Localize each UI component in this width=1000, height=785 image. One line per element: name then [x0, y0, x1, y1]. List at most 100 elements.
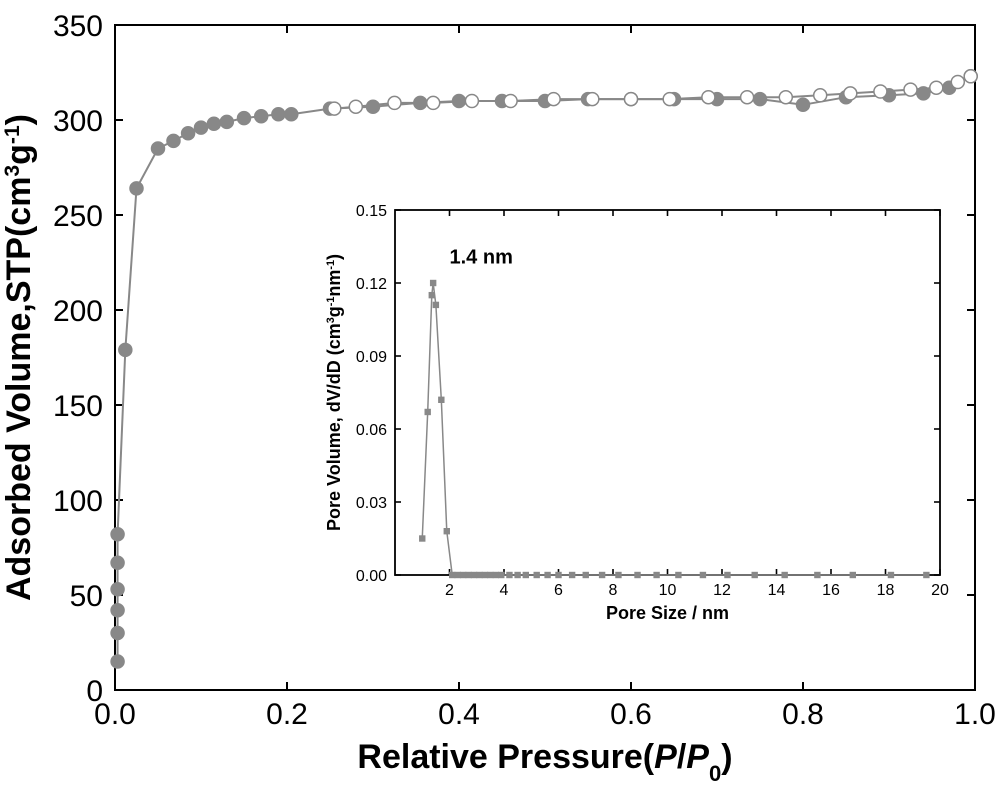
y-tick-label: 250 [53, 200, 103, 233]
x-tick-label: 0.6 [610, 698, 652, 731]
adsorption-point [917, 87, 930, 100]
pore-size-point [523, 572, 529, 578]
pore-size-point [555, 572, 561, 578]
pore-size-point [471, 572, 477, 578]
pore-size-point [506, 572, 512, 578]
pore-size-point [493, 572, 499, 578]
pore-size-point [419, 535, 425, 541]
pore-size-point [675, 572, 681, 578]
adsorption-point [111, 556, 124, 569]
pore-size-point [724, 572, 730, 578]
adsorption-point [453, 95, 466, 108]
pore-size-point [429, 292, 435, 298]
y-tick-label: 0 [86, 675, 103, 708]
adsorption-point [130, 182, 143, 195]
pore-size-point [781, 572, 787, 578]
pore-size-point [454, 572, 460, 578]
inset-x-tick-label: 12 [713, 582, 731, 599]
pore-size-point [752, 572, 758, 578]
pore-size-point [449, 572, 455, 578]
pore-size-point [814, 572, 820, 578]
inset-x-tick-label: 18 [877, 582, 895, 599]
desorption-point [702, 91, 715, 104]
pore-size-point [487, 572, 493, 578]
pore-size-point [476, 572, 482, 578]
pore-size-point [444, 528, 450, 534]
adsorption-point [195, 121, 208, 134]
inset-x-tick-label: 16 [822, 582, 840, 599]
adsorption-point [220, 115, 233, 128]
inset-x-tick-label: 20 [931, 582, 949, 599]
adsorption-point [111, 528, 124, 541]
pore-size-point [514, 572, 520, 578]
adsorption-point [111, 583, 124, 596]
desorption-point [844, 87, 857, 100]
adsorption-point [111, 655, 124, 668]
inset-x-tick-label: 14 [768, 582, 786, 599]
desorption-point [930, 81, 943, 94]
pore-size-point [569, 572, 575, 578]
desorption-point [951, 76, 964, 89]
pore-size-point [433, 302, 439, 308]
y-axis-label: Adsorbed Volume,STP(cm3g-1) [0, 114, 38, 601]
y-tick-label: 300 [53, 105, 103, 138]
desorption-point [904, 83, 917, 96]
desorption-point [388, 96, 401, 109]
desorption-point [625, 93, 638, 106]
pore-size-point [544, 572, 550, 578]
y-tick-label: 50 [70, 580, 103, 613]
inset-x-tick-label: 10 [659, 582, 677, 599]
desorption-point [547, 93, 560, 106]
adsorption-point [255, 110, 268, 123]
isotherm-chart: 0.00.20.40.60.81.0050100150200250300350R… [0, 0, 1000, 785]
desorption-point [349, 100, 362, 113]
adsorption-point [754, 93, 767, 106]
x-tick-label: 0.2 [266, 698, 308, 731]
pore-size-point [615, 572, 621, 578]
adsorption-point [285, 108, 298, 121]
adsorption-point [272, 108, 285, 121]
adsorption-point [111, 627, 124, 640]
desorption-point [586, 93, 599, 106]
adsorption-point [111, 604, 124, 617]
pore-size-point [534, 572, 540, 578]
x-axis-label: Relative Pressure(P/P0) [357, 738, 732, 785]
pore-size-point [634, 572, 640, 578]
adsorption-point [119, 343, 132, 356]
inset-x-tick-label: 8 [609, 582, 618, 599]
inset-x-axis-label: Pore Size / nm [606, 603, 729, 623]
y-tick-label: 200 [53, 295, 103, 328]
inset-y-tick-label: 0.09 [356, 349, 387, 366]
inset-y-axis-label: Pore Volume, dV/dD (cm3g-1nm-1) [324, 254, 344, 531]
inset-y-tick-label: 0.00 [356, 568, 387, 585]
chart-container: 0.00.20.40.60.81.0050100150200250300350R… [0, 0, 1000, 785]
pore-size-point [438, 397, 444, 403]
pore-size-point [498, 572, 504, 578]
adsorption-point [797, 98, 810, 111]
desorption-point [741, 91, 754, 104]
y-tick-label: 150 [53, 390, 103, 423]
adsorption-point [182, 127, 195, 140]
pore-size-point [700, 572, 706, 578]
x-tick-label: 0.4 [438, 698, 480, 731]
inset-y-tick-label: 0.15 [356, 203, 387, 220]
adsorption-point [167, 134, 180, 147]
pore-size-point [583, 572, 589, 578]
x-tick-label: 1.0 [954, 698, 996, 731]
y-tick-label: 100 [53, 485, 103, 518]
desorption-point [427, 96, 440, 109]
y-tick-label: 350 [53, 10, 103, 43]
desorption-point [874, 85, 887, 98]
inset-x-tick-label: 4 [500, 582, 509, 599]
pore-size-point [482, 572, 488, 578]
desorption-point [814, 89, 827, 102]
inset-x-tick-label: 6 [554, 582, 563, 599]
x-tick-label: 0.8 [782, 698, 824, 731]
adsorption-point [152, 142, 165, 155]
adsorption-point [367, 100, 380, 113]
pore-size-point [425, 409, 431, 415]
pore-size-point [923, 572, 929, 578]
pore-size-point [599, 572, 605, 578]
peak-annotation: 1.4 nm [450, 247, 513, 269]
desorption-point [465, 95, 478, 108]
